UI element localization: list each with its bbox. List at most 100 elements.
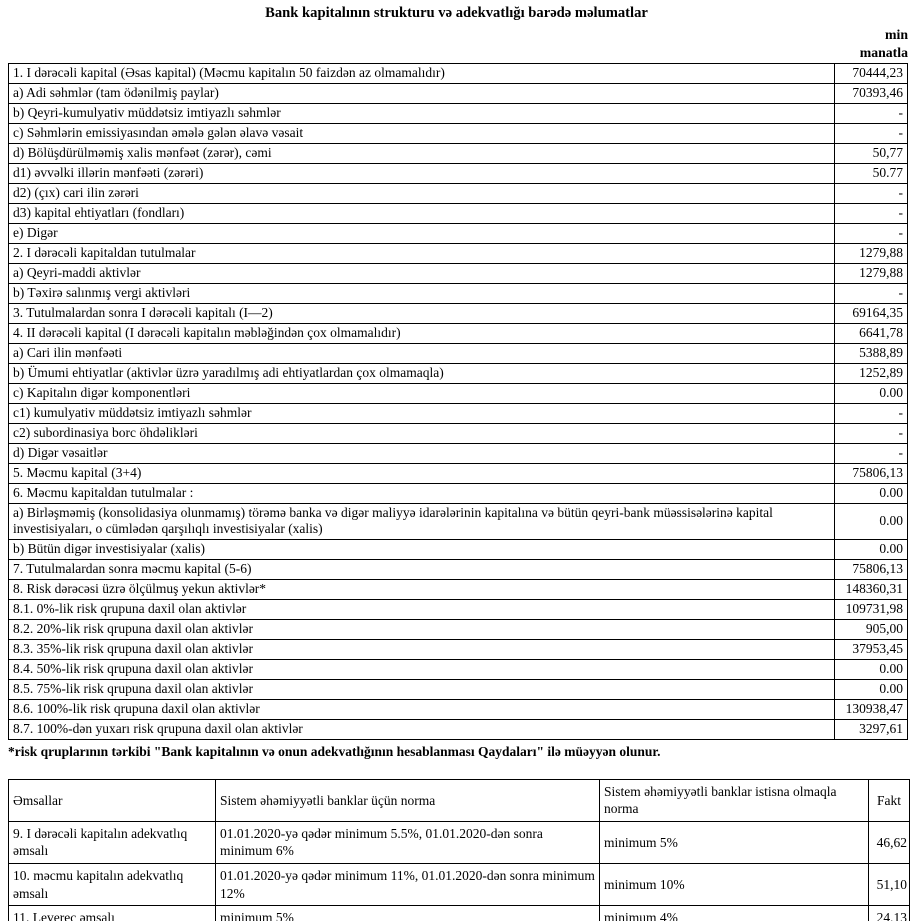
table-row: c1) kumulyativ müddətsiz imtiyazlı səhml… bbox=[8, 402, 908, 424]
table-row: b) Təxirə salınmış vergi aktivləri - bbox=[8, 282, 908, 304]
table-row: d) Bölüşdürülməmiş xalis mənfəət (zərər)… bbox=[8, 142, 908, 164]
ratios-cell-fact: 24,13 bbox=[868, 905, 910, 921]
ratios-row: 9. I dərəcəli kapitalın adekvatlıq əmsal… bbox=[8, 820, 910, 864]
row-value: 3297,61 bbox=[834, 718, 908, 740]
row-value: 37953,45 bbox=[834, 638, 908, 660]
ratios-header-row: Əmsallar Sistem əhəmiyyətli banklar üçün … bbox=[8, 778, 910, 822]
table-row: 6. Məcmu kapitaldan tutulmalar :0.00 bbox=[8, 482, 908, 504]
ratios-cell-norm-non-systemic: minimum 10% bbox=[599, 862, 869, 907]
table-row: 8.4. 50%-lik risk qrupuna daxil olan akt… bbox=[8, 658, 908, 680]
row-label: e) Digər bbox=[8, 222, 835, 244]
ratios-cell-fact: 46,62 bbox=[868, 820, 910, 864]
row-value: 0.00 bbox=[834, 382, 908, 404]
row-value: 50,77 bbox=[834, 142, 908, 164]
row-label: 8. Risk dərəcəsi üzrə ölçülmuş yekun akt… bbox=[8, 578, 835, 600]
ratios-column-header: Sistem əhəmiyyətli banklar üçün norma bbox=[215, 778, 600, 822]
row-label: c2) subordinasiya borc öhdəlikləri bbox=[8, 422, 835, 444]
adequacy-ratios-table: Əmsallar Sistem əhəmiyyətli banklar üçün … bbox=[8, 778, 910, 921]
row-label: 8.3. 35%-lik risk qrupuna daxil olan akt… bbox=[8, 638, 835, 660]
row-value: - bbox=[834, 202, 908, 224]
row-value: 1279,88 bbox=[834, 242, 908, 264]
row-label: 4. II dərəcəli kapital (I dərəcəli kapit… bbox=[8, 322, 835, 344]
row-value: - bbox=[834, 182, 908, 204]
table-row: 8.2. 20%-lik risk qrupuna daxil olan akt… bbox=[8, 618, 908, 640]
row-label: a) Adi səhmlər (tam ödənilmiş paylar) bbox=[8, 82, 835, 104]
table-row: d1) əvvəlki illərin mənfəəti (zərəri) 50.… bbox=[8, 162, 908, 184]
row-value: 6641,78 bbox=[834, 322, 908, 344]
table-row: 8.5. 75%-lik risk qrupuna daxil olan akt… bbox=[8, 678, 908, 700]
ratios-cell-fact: 51,10 bbox=[868, 862, 910, 907]
table-row: e) Digər - bbox=[8, 222, 908, 244]
row-value: 130938,47 bbox=[834, 698, 908, 720]
row-label: 8.7. 100%-dən yuxarı risk qrupuna daxil … bbox=[8, 718, 835, 740]
row-label: 7. Tutulmalardan sonra məcmu kapital (5-… bbox=[8, 558, 835, 580]
table-row: 3. Tutulmalardan sonra I dərəcəli kapita… bbox=[8, 302, 908, 324]
row-value: 50.77 bbox=[834, 162, 908, 184]
row-label: c) Səhmlərin emissiyasından əmələ gələn … bbox=[8, 122, 835, 144]
table-row: 8.1. 0%-lik risk qrupuna daxil olan akti… bbox=[8, 598, 908, 620]
row-value: 75806,13 bbox=[834, 462, 908, 484]
table-row: 4. II dərəcəli kapital (I dərəcəli kapit… bbox=[8, 322, 908, 344]
row-label: a) Cari ilin mənfəəti bbox=[8, 342, 835, 364]
ratios-column-header: Sistem əhəmiyyətli banklar istisna olmaq… bbox=[599, 778, 869, 822]
table-row: b) Bütün digər investisiyalar (xalis) 0.0… bbox=[8, 538, 908, 560]
row-value: 0.00 bbox=[834, 482, 908, 504]
row-label: 8.4. 50%-lik risk qrupuna daxil olan akt… bbox=[8, 658, 835, 680]
ratios-cell-name: 9. I dərəcəli kapitalın adekvatlıq əmsal… bbox=[8, 820, 216, 864]
row-value: 70444,23 bbox=[834, 62, 908, 84]
ratios-row: 11. Leverec əmsalı minimum 5% minimum 4% 24… bbox=[8, 905, 910, 921]
ratios-cell-norm-systemic: minimum 5% bbox=[215, 905, 600, 921]
row-value: 69164,35 bbox=[834, 302, 908, 324]
row-value: - bbox=[834, 122, 908, 144]
row-value: 0.00 bbox=[834, 502, 908, 540]
row-label: d) Digər vəsaitlər bbox=[8, 442, 835, 464]
row-label: 8.1. 0%-lik risk qrupuna daxil olan akti… bbox=[8, 598, 835, 620]
table-row: d) Digər vəsaitlər - bbox=[8, 442, 908, 464]
table-row: d3) kapital ehtiyatları (fondları) - bbox=[8, 202, 908, 224]
table-row: 8.3. 35%-lik risk qrupuna daxil olan akt… bbox=[8, 638, 908, 660]
table-row: a) Birləşməmiş (konsolidasiya olunmamış)… bbox=[8, 502, 908, 540]
ratios-cell-name: 11. Leverec əmsalı bbox=[8, 905, 216, 921]
row-label: 5. Məcmu kapital (3+4) bbox=[8, 462, 835, 484]
row-value: - bbox=[834, 102, 908, 124]
ratios-column-header: Fakt bbox=[868, 778, 910, 822]
row-label: d2) (çıx) cari ilin zərəri bbox=[8, 182, 835, 204]
table-row: 8.7. 100%-dən yuxarı risk qrupuna daxil … bbox=[8, 718, 908, 740]
row-value: 5388,89 bbox=[834, 342, 908, 364]
row-value: - bbox=[834, 422, 908, 444]
row-value: 0.00 bbox=[834, 678, 908, 700]
row-label: b) Bütün digər investisiyalar (xalis) bbox=[8, 538, 835, 560]
table-row: b) Qeyri-kumulyativ müddətsiz imtiyazlı … bbox=[8, 102, 908, 124]
table-row: c) Kapitalın digər komponentləri 0.00 bbox=[8, 382, 908, 404]
row-label: a) Birləşməmiş (konsolidasiya olunmamış)… bbox=[8, 502, 835, 540]
row-label: 1. I dərəcəli kapital (Əsas kapital) (Mə… bbox=[8, 62, 835, 84]
table-row: 1. I dərəcəli kapital (Əsas kapital) (Mə… bbox=[8, 62, 908, 84]
ratios-column-header: Əmsallar bbox=[8, 778, 216, 822]
page-title: Bank kapitalının strukturu və adekvatlığ… bbox=[265, 5, 648, 21]
row-label: d) Bölüşdürülməmiş xalis mənfəət (zərər)… bbox=[8, 142, 835, 164]
row-label: 3. Tutulmalardan sonra I dərəcəli kapita… bbox=[8, 302, 835, 324]
table-row: d2) (çıx) cari ilin zərəri - bbox=[8, 182, 908, 204]
row-label: c) Kapitalın digər komponentləri bbox=[8, 382, 835, 404]
table-row: 2. I dərəcəli kapitaldan tutulmalar 1279,… bbox=[8, 242, 908, 264]
row-label: 8.2. 20%-lik risk qrupuna daxil olan akt… bbox=[8, 618, 835, 640]
row-value: 148360,31 bbox=[834, 578, 908, 600]
row-label: 6. Məcmu kapitaldan tutulmalar : bbox=[8, 482, 835, 504]
table-row: a) Adi səhmlər (tam ödənilmiş paylar) 703… bbox=[8, 82, 908, 104]
row-value: 0.00 bbox=[834, 538, 908, 560]
row-value: - bbox=[834, 222, 908, 244]
row-value: 75806,13 bbox=[834, 558, 908, 580]
row-value: - bbox=[834, 442, 908, 464]
unit-label: min manatla bbox=[859, 27, 908, 60]
table-row: c2) subordinasiya borc öhdəlikləri - bbox=[8, 422, 908, 444]
capital-structure-table: 1. I dərəcəli kapital (Əsas kapital) (Mə… bbox=[8, 62, 908, 740]
ratios-cell-norm-systemic: 01.01.2020-yə qədər minimum 11%, 01.01.2… bbox=[215, 862, 600, 907]
ratios-cell-norm-systemic: 01.01.2020-yə qədər minimum 5.5%, 01.01.… bbox=[215, 820, 600, 864]
table-row: 7. Tutulmalardan sonra məcmu kapital (5-… bbox=[8, 558, 908, 580]
row-label: 8.5. 75%-lik risk qrupuna daxil olan akt… bbox=[8, 678, 835, 700]
table-row: 8. Risk dərəcəsi üzrə ölçülmuş yekun akt… bbox=[8, 578, 908, 600]
row-value: 1252,89 bbox=[834, 362, 908, 384]
row-label: a) Qeyri-maddi aktivlər bbox=[8, 262, 835, 284]
row-label: c1) kumulyativ müddətsiz imtiyazlı səhml… bbox=[8, 402, 835, 424]
